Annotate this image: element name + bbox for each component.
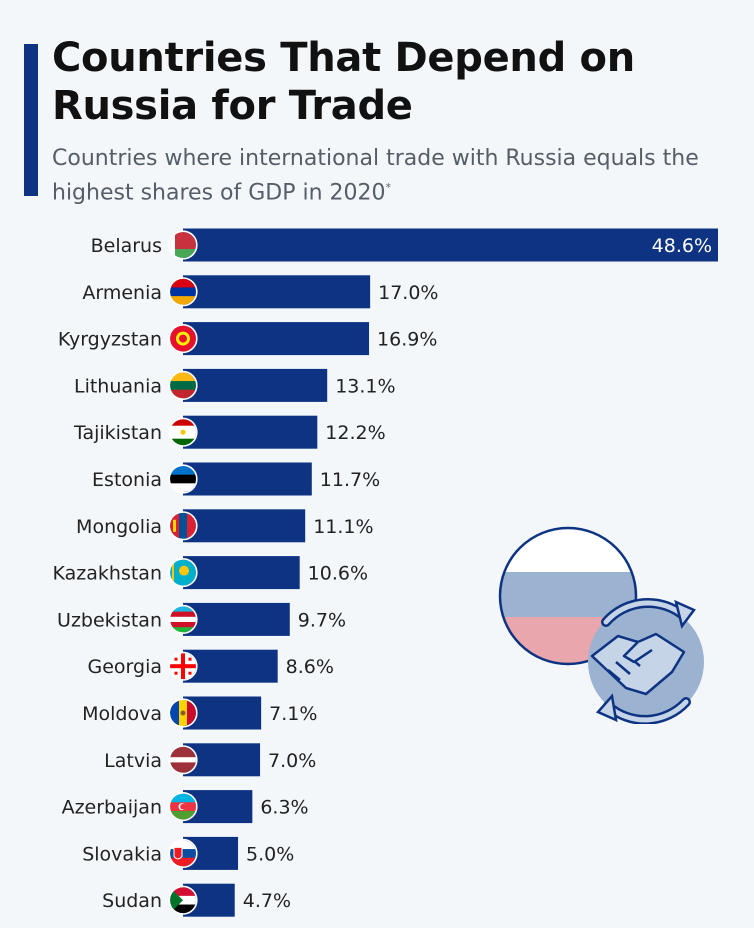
category-label: Lithuania — [74, 375, 162, 397]
kyrgyzstan-flag-icon — [168, 323, 198, 354]
value-label: 11.1% — [313, 516, 373, 538]
lithuania-flag-icon — [168, 370, 198, 400]
bar-kyrgyzstan — [183, 322, 370, 356]
bar-mongolia — [183, 509, 306, 543]
value-label: 13.1% — [335, 375, 395, 397]
bar-estonia — [183, 462, 312, 496]
bar-lithuania — [183, 368, 328, 402]
value-label: 12.2% — [325, 422, 385, 444]
category-label: Kazakhstan — [53, 563, 162, 585]
value-label: 6.3% — [260, 797, 308, 819]
georgia-flag-icon — [168, 651, 198, 681]
bar-uzbekistan — [183, 602, 290, 636]
category-label: Armenia — [82, 282, 162, 304]
value-label: 11.7% — [320, 469, 380, 491]
estonia-flag-icon — [168, 464, 198, 494]
handshake-cycle-icon — [498, 526, 704, 724]
bar-armenia — [183, 275, 371, 309]
category-label: Estonia — [92, 469, 162, 491]
bar-georgia — [183, 649, 278, 683]
category-label: Latvia — [104, 750, 162, 772]
category-label: Mongolia — [76, 516, 162, 538]
category-label: Georgia — [88, 656, 163, 678]
sudan-flag-icon — [168, 885, 198, 915]
category-label: Azerbaijan — [62, 797, 162, 819]
tajikistan-flag-icon — [168, 417, 198, 447]
armenia-flag-icon — [168, 277, 198, 307]
kazakhstan-flag-icon — [168, 558, 198, 588]
latvia-flag-icon — [168, 745, 198, 775]
title-accent-bar — [24, 44, 38, 196]
mongolia-flag-icon — [168, 511, 198, 541]
value-label: 7.1% — [269, 703, 317, 725]
handshake-hands — [590, 632, 686, 696]
category-label: Belarus — [91, 235, 162, 257]
subtitle-text: Countries where international trade with… — [52, 146, 699, 206]
category-label: Kyrgyzstan — [58, 329, 162, 351]
moldova-flag-icon — [168, 698, 198, 728]
category-label: Tajikistan — [73, 422, 162, 444]
slovakia-flag-icon — [168, 838, 198, 869]
value-label: 17.0% — [378, 282, 438, 304]
value-label: 8.6% — [286, 656, 334, 678]
subtitle-footnote-marker: * — [385, 181, 392, 194]
uzbekistan-flag-icon — [168, 604, 198, 634]
value-label: 10.6% — [308, 563, 368, 585]
bar-tajikistan — [183, 415, 318, 449]
value-label: 9.7% — [298, 609, 346, 631]
value-label: 7.0% — [268, 750, 316, 772]
chart-subtitle: Countries where international trade with… — [52, 144, 732, 207]
azerbaijan-flag-icon — [168, 791, 198, 822]
category-label: Uzbekistan — [57, 609, 162, 631]
bar-kazakhstan — [183, 556, 300, 590]
value-label: 5.0% — [246, 843, 294, 865]
belarus-flag-icon — [168, 230, 198, 260]
category-label: Sudan — [102, 890, 162, 912]
chart-title: Countries That Depend on Russia for Trad… — [52, 35, 635, 129]
category-label: Slovakia — [82, 843, 162, 865]
value-label: 16.9% — [377, 329, 437, 351]
category-label: Moldova — [82, 703, 162, 725]
value-label: 48.6% — [652, 235, 712, 257]
bar-belarus — [183, 228, 718, 262]
bar-chart: Belarus 48.6% Armenia 17.0% Kyrgyzstan 16.9% L… — [53, 228, 718, 917]
value-label: 4.7% — [243, 890, 291, 912]
